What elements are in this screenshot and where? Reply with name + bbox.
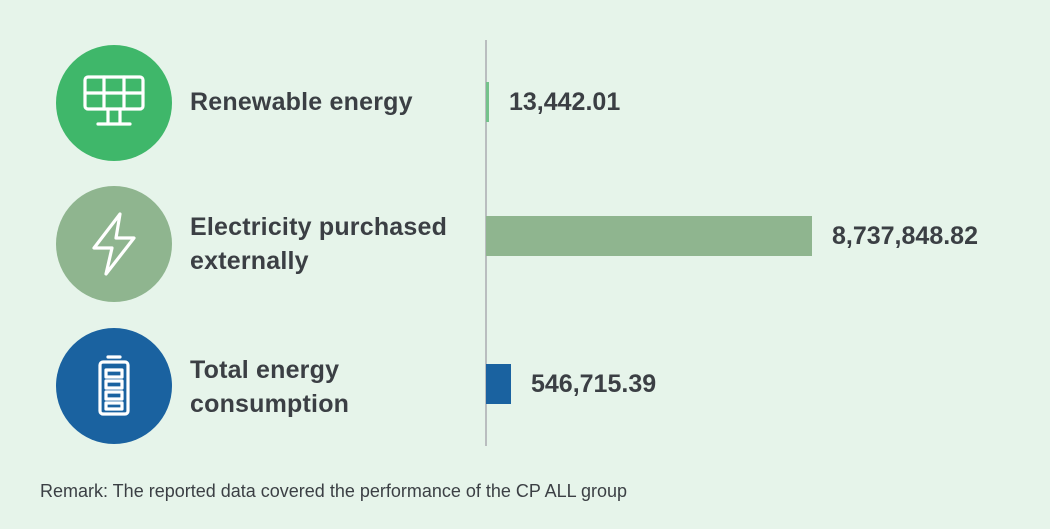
category-label-1: Electricity purchased externally — [190, 210, 447, 278]
solar-panel-icon — [56, 45, 172, 161]
category-label-2-line-1: consumption — [190, 390, 350, 418]
battery-icon — [56, 328, 172, 444]
category-label-1-line-0: Electricity purchased — [190, 213, 448, 241]
category-label-0: Renewable energy — [190, 85, 413, 119]
lightning-bolt-icon — [56, 186, 172, 302]
value-label-1: 8,737,848.82 — [832, 222, 978, 250]
category-label-1-line-1: externally — [190, 247, 309, 275]
bar-renewable-energy — [486, 82, 489, 122]
bar-total-energy-consumption — [486, 364, 511, 404]
value-label-0: 13,442.01 — [509, 88, 621, 116]
category-label-0-line-0: Renewable energy — [190, 88, 413, 116]
category-label-2-line-0: Total energy — [190, 356, 340, 384]
category-label-2: Total energy consumption — [190, 353, 349, 421]
bar-electricity-purchased — [486, 216, 812, 256]
remark-text: Remark: The reported data covered the pe… — [40, 481, 628, 501]
value-label-2: 546,715.39 — [531, 370, 657, 398]
